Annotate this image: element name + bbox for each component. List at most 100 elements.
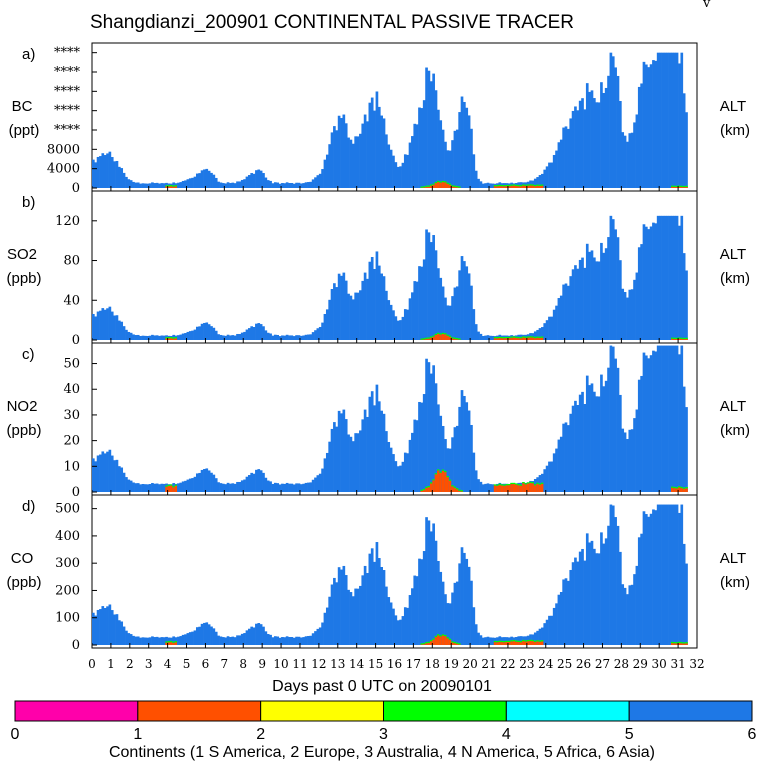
bar-asia (552, 154, 556, 188)
bar-asia (264, 330, 268, 340)
bar-asia (477, 331, 480, 340)
bar-europe (448, 336, 452, 340)
bar-europe (496, 642, 499, 645)
bar-asia (451, 296, 454, 340)
bar-europe (531, 185, 535, 188)
bar-asia (110, 311, 114, 340)
bar-asia (259, 624, 263, 645)
y-tick-label: **** (54, 123, 81, 138)
bar-asia (328, 596, 331, 645)
bar-europe (437, 333, 440, 340)
bar-asia (233, 335, 237, 340)
bar-asia (236, 181, 239, 188)
bar-n-america (448, 479, 452, 481)
bar-n-america (493, 185, 497, 187)
bar-n-america (678, 641, 681, 643)
bar-asia (489, 637, 492, 645)
bar-n-america (498, 640, 502, 642)
bar-asia (255, 623, 258, 645)
bar-asia (621, 132, 625, 188)
bar-asia (257, 469, 261, 492)
bar-asia (292, 183, 296, 188)
bar-europe (505, 338, 509, 340)
bar-asia (661, 345, 665, 492)
bar-asia (595, 396, 599, 492)
bar-europe (526, 483, 530, 492)
bar-asia (552, 607, 556, 645)
legend-swatch (505, 700, 630, 722)
bar-asia (231, 335, 235, 340)
bar-asia (318, 173, 322, 188)
bar-europe (455, 643, 459, 645)
bar-n-america (429, 184, 433, 186)
bar-asia (148, 335, 152, 340)
bar-europe (167, 642, 171, 645)
bar-n-america (500, 336, 504, 339)
bar-asia (229, 483, 232, 492)
bar-asia (307, 482, 310, 492)
bar-asia (569, 118, 573, 188)
legend: 0 1 2 3 4 5 6 (11, 700, 757, 743)
bar-asia (413, 123, 417, 188)
bar-asia (200, 469, 204, 492)
bar-asia (491, 484, 495, 492)
bar-asia (538, 175, 542, 188)
bar-europe (685, 488, 688, 492)
bar-asia (399, 320, 402, 340)
y-tick-label: 10 (63, 459, 80, 474)
bar-asia (479, 181, 483, 188)
bar-n-america (529, 336, 532, 338)
bar-asia (129, 332, 133, 340)
bar-asia (569, 276, 573, 340)
bar-n-america (507, 483, 511, 486)
bar-europe (439, 182, 443, 188)
x-tick-label: 2 (126, 657, 134, 671)
bar-asia (257, 169, 261, 188)
bar-asia (621, 428, 625, 492)
bar-asia (120, 321, 124, 340)
bar-asia (181, 333, 185, 340)
bar-europe (515, 337, 518, 340)
bar-n-america (541, 640, 544, 642)
panel-variable: BC (12, 98, 33, 115)
bar-asia (453, 427, 457, 492)
bar-n-america (437, 180, 440, 183)
bar-asia (342, 272, 346, 340)
bar-asia (250, 626, 254, 645)
bar-asia (633, 279, 636, 340)
bar-asia (557, 594, 561, 645)
bar-asia (571, 110, 575, 188)
bar-europe (685, 643, 688, 645)
bar-asia (427, 232, 431, 340)
bar-asia (186, 179, 190, 188)
bar-asia (143, 335, 147, 340)
bar-europe (174, 186, 178, 188)
bar-n-america (420, 643, 424, 645)
bar-europe (493, 485, 497, 492)
bar-asia (645, 514, 648, 645)
bar-asia (458, 112, 461, 188)
bar-asia (328, 144, 331, 188)
bar-asia (635, 409, 639, 492)
bar-asia (628, 289, 632, 340)
bar-europe (675, 187, 679, 188)
x-tick-label: 10 (273, 657, 288, 671)
bar-asia (162, 483, 166, 492)
bar-n-america (496, 484, 499, 486)
panel-alt-unit: (km) (720, 422, 750, 439)
bar-n-america (673, 185, 677, 187)
bar-asia (262, 472, 265, 492)
bar-asia (645, 64, 648, 188)
bar-n-america (439, 471, 443, 473)
bar-n-america (531, 184, 535, 186)
bar-n-america (673, 486, 677, 489)
bar-n-america (172, 641, 176, 643)
bar-asia (448, 150, 452, 188)
bar-asia (408, 298, 412, 340)
bar-asia (304, 482, 308, 492)
legend-tick-label: 4 (502, 726, 511, 743)
bar-asia (224, 484, 228, 492)
bar-asia (474, 170, 478, 188)
bar-asia (299, 637, 303, 645)
bar-asia (439, 571, 443, 645)
